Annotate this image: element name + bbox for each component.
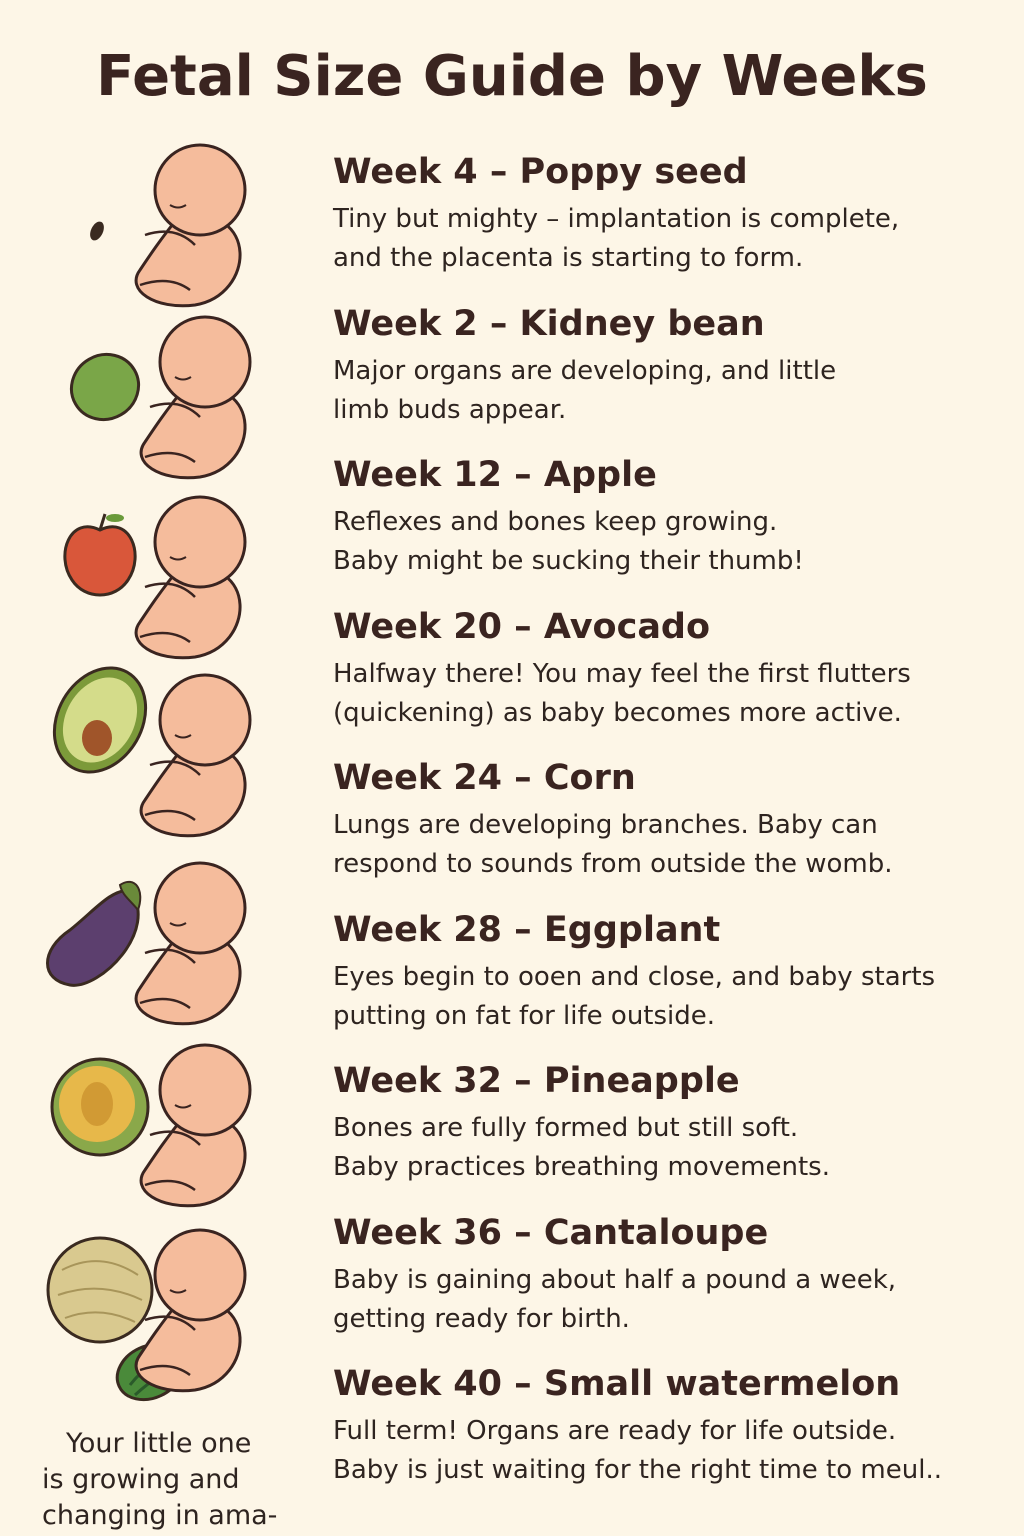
week-text: and the placenta is starting to form.: [333, 243, 804, 273]
cantaloupe: [46, 1236, 154, 1344]
week-text: Reflexes and bones keep growing.: [333, 507, 778, 537]
week-heading: Week 24 – Corn: [333, 758, 636, 798]
week-text: Baby practices breathing movements.: [333, 1152, 830, 1182]
week-text: Tiny but mighty – implantation is comple…: [333, 204, 900, 234]
week-heading: Week 2 – Kidney bean: [333, 303, 765, 344]
fetus: [139, 673, 252, 838]
week-text: Baby might be sucking their thumb!: [333, 546, 804, 576]
caption: is growing and: [42, 1464, 240, 1495]
eggplant: [46, 880, 142, 987]
week-text: Baby is just waiting for the right time …: [333, 1455, 942, 1485]
week-text: getting ready for birth.: [333, 1303, 630, 1334]
week-text: Lungs are developing branches. Baby can: [333, 810, 878, 840]
week-heading: Week 12 – Apple: [333, 455, 657, 495]
title: Fetal Size Guide by Weeks: [96, 44, 928, 109]
fetus: [134, 495, 247, 660]
week-heading: Week 28 – Eggplant: [333, 909, 721, 950]
week-heading: Week 20 – Avocado: [333, 606, 711, 647]
fetus: [134, 1228, 247, 1393]
caption: changing in ama-: [42, 1500, 278, 1531]
week-text: Bones are fully formed but still soft.: [333, 1113, 799, 1143]
apple: [63, 513, 137, 597]
avocado: [52, 666, 148, 774]
melon: [50, 1057, 150, 1157]
week-heading: Week 40 – Small watermelon: [333, 1364, 901, 1404]
week-heading: Week 36 – Cantaloupe: [333, 1212, 769, 1253]
fetus: [139, 315, 252, 480]
illustrations: [46, 143, 252, 1402]
week-heading: Week 32 – Pineapple: [333, 1061, 740, 1101]
caption: Your little one: [66, 1428, 252, 1459]
week-text: putting on fat for life outside.: [333, 1000, 716, 1031]
week-text: (quickening) as baby becomes more active…: [333, 697, 902, 728]
week-text: limb buds appear.: [333, 394, 567, 425]
week-text: Halfway there! You may feel the first fl…: [333, 658, 911, 689]
fetus: [139, 1043, 252, 1208]
poppy-seed: [90, 221, 104, 241]
kidney-bean: [69, 352, 141, 422]
week-text: Full term! Organs are ready for life out…: [333, 1416, 897, 1446]
fetus: [134, 861, 247, 1026]
week-heading: Week 4 – Poppy seed: [333, 152, 748, 192]
week-text: Major organs are developing, and little: [333, 355, 837, 386]
fetus: [134, 143, 247, 308]
week-text: respond to sounds from outside the womb.: [333, 849, 893, 879]
week-text: Eyes begin to ooen and close, and baby s…: [333, 961, 936, 992]
week-text: Baby is gaining about half a pound a wee…: [333, 1264, 897, 1295]
